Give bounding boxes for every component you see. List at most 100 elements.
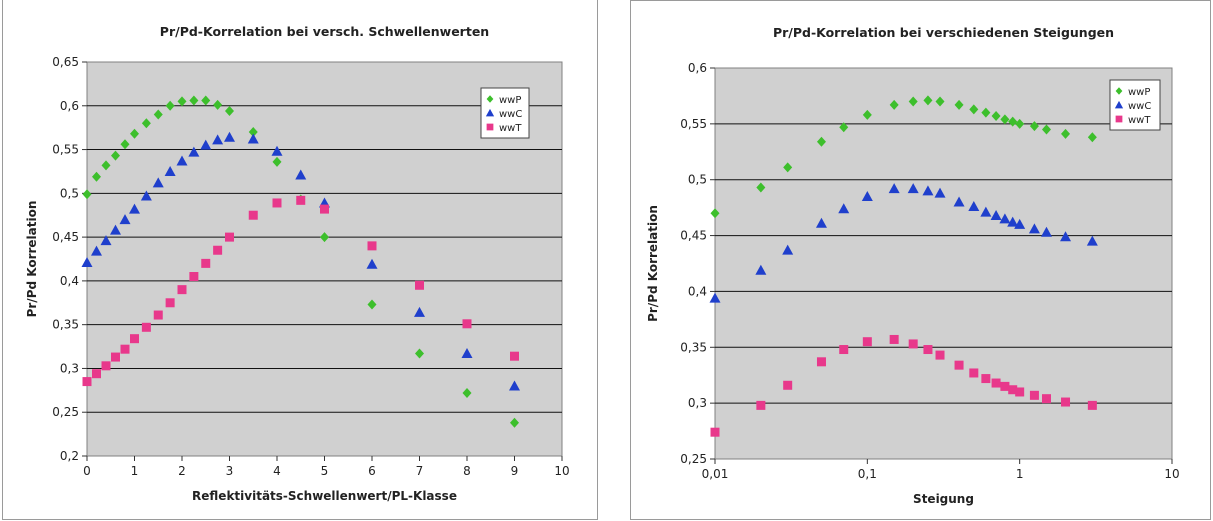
data-point-wwP (935, 96, 945, 107)
data-point-wwP (462, 387, 472, 398)
x-tick-label: 6 (368, 464, 376, 478)
data-point-wwT (272, 198, 282, 208)
data-point-wwT (130, 334, 139, 344)
data-point-wwC (907, 183, 919, 194)
chart-panel-thresholds: 0,2 0,25 0,3 0,35 0,4 0,45 0,5 0,55 0,6 0,65 0 1 2 3 4… (2, 0, 598, 520)
data-point-wwT (991, 378, 1001, 388)
data-point-wwC (1086, 235, 1098, 246)
data-point-wwC (861, 190, 873, 201)
chart-thresholds: 0,2 0,25 0,3 0,35 0,4 0,45 0,5 0,55 0,6 0,65 0 1 2 3 4… (25, 24, 570, 503)
data-point-wwP (177, 96, 187, 107)
data-point-wwT (120, 344, 130, 354)
data-point-wwP (320, 232, 329, 243)
data-point-wwP (710, 208, 720, 219)
data-point-wwC (110, 224, 121, 235)
y-tick-label: 0,3 (60, 361, 79, 375)
legend-label-wwT: wwT (1128, 115, 1151, 126)
data-point-wwP (82, 189, 92, 200)
data-point-wwC (934, 187, 946, 198)
data-point-wwC (247, 133, 259, 144)
data-point-wwT (82, 377, 92, 387)
data-point-wwC (953, 196, 965, 207)
data-point-wwP (991, 111, 1001, 122)
series-wwC (81, 131, 520, 391)
x-axis-label: Reflektivitäts-Schwellenwert/PL-Klasse (192, 489, 457, 503)
x-tick-label: 8 (463, 464, 471, 478)
data-point-wwP (92, 171, 101, 182)
data-point-wwC (164, 165, 176, 176)
chart-panel-slopes: 0,25 0,3 0,35 0,4 0,45 0,5 0,55 0,6 0,01 0,1 1 10 Pr… (630, 0, 1211, 520)
legend-marker-wwC (1114, 100, 1124, 109)
data-point-wwP (889, 99, 899, 110)
data-point-wwC (91, 245, 102, 256)
data-point-wwT (510, 351, 519, 361)
y-tick-label: 0,5 (688, 173, 707, 187)
y-tick-label: 0,4 (688, 284, 707, 298)
data-point-wwP (120, 139, 130, 150)
x-tick-label: 3 (226, 464, 234, 478)
data-point-wwP (248, 127, 258, 138)
chart-title: Pr/Pd-Korrelation bei versch. Schwellenw… (160, 24, 489, 39)
x-tick-label: 9 (511, 464, 519, 478)
data-point-wwC (838, 203, 850, 214)
data-point-wwC (140, 190, 152, 201)
data-point-wwT (177, 285, 187, 295)
y-tick-label: 0,3 (688, 396, 707, 410)
data-point-wwP (1029, 121, 1039, 132)
data-point-wwT (248, 210, 258, 220)
y-tick-label: 0,55 (52, 143, 79, 157)
data-point-wwC (100, 235, 112, 246)
data-point-wwT (710, 427, 720, 437)
data-point-wwP (839, 122, 849, 133)
legend-label-wwT: wwT (499, 123, 522, 134)
data-point-wwP (816, 136, 826, 147)
y-tick-label: 0,45 (52, 230, 79, 244)
x-tick-label: 1 (1016, 467, 1024, 481)
y-axis-label: Pr/Pd Korrelation (25, 201, 39, 318)
data-point-wwC (1028, 223, 1040, 234)
x-tick-label: 10 (1164, 467, 1179, 481)
data-point-wwC (1007, 216, 1019, 227)
data-point-wwC (922, 185, 934, 196)
data-point-wwT (225, 232, 234, 242)
series-wwT (710, 334, 1097, 437)
data-point-wwT (111, 352, 120, 362)
data-point-wwC (200, 139, 212, 150)
series-wwP (710, 95, 1097, 219)
y-tick-label: 0,6 (688, 61, 707, 75)
x-tick-label: 2 (178, 464, 186, 478)
data-point-wwC (1014, 218, 1026, 229)
data-point-wwT (862, 337, 872, 347)
data-point-wwC (188, 146, 200, 157)
data-point-wwP (141, 118, 151, 129)
x-tick-label: 5 (321, 464, 329, 478)
chart-slopes: 0,25 0,3 0,35 0,4 0,45 0,5 0,55 0,6 0,01 0,1 1 10 Pr… (646, 25, 1180, 506)
data-point-wwT (923, 345, 933, 355)
data-point-wwT (320, 204, 329, 214)
data-point-wwP (908, 96, 918, 107)
data-point-wwT (1087, 400, 1097, 410)
data-point-wwC (176, 155, 188, 166)
y-tick-label: 0,45 (680, 229, 707, 243)
data-point-wwP (101, 160, 111, 171)
plot-area (714, 67, 1173, 460)
data-point-wwC (782, 244, 794, 255)
data-point-wwC (152, 177, 164, 188)
data-point-wwT (839, 345, 849, 355)
data-point-wwP (510, 417, 519, 428)
data-point-wwC (980, 206, 992, 217)
data-point-wwT (189, 272, 199, 282)
data-point-wwT (935, 350, 945, 360)
data-point-wwP (1008, 116, 1018, 127)
data-point-wwP (130, 128, 139, 139)
data-point-wwP (783, 162, 793, 173)
data-point-wwT (1015, 387, 1025, 397)
y-tick-label: 0,25 (680, 452, 707, 466)
data-point-wwT (141, 322, 151, 332)
data-point-wwP (415, 348, 424, 359)
x-tick-label: 0 (83, 464, 91, 478)
data-point-wwC (755, 264, 767, 275)
data-point-wwT (816, 357, 826, 367)
y-tick-label: 0,6 (60, 99, 79, 113)
legend-label-wwP: wwP (499, 95, 521, 106)
